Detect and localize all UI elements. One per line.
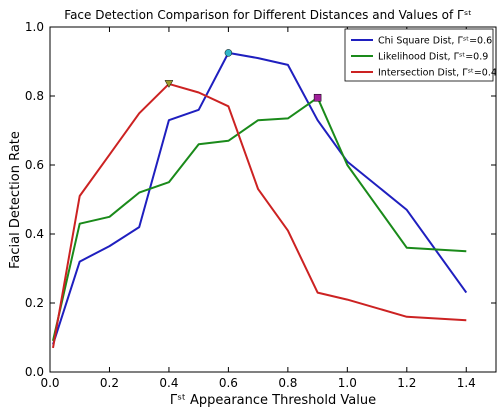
y-tick-label: 0.2 xyxy=(25,296,44,310)
y-axis-label: Facial Detection Rate xyxy=(8,131,23,269)
x-tick-label: 1.0 xyxy=(338,376,357,390)
x-tick-label: 0.4 xyxy=(159,376,178,390)
chart-title: Face Detection Comparison for Different … xyxy=(64,8,471,22)
peak-marker-1 xyxy=(224,49,233,57)
legend-label-1: Chi Square Dist, Γˢᵗ=0.6 xyxy=(378,36,492,47)
legend-label-2: Likelihood Dist, Γˢᵗ=0.9 xyxy=(378,52,488,63)
x-axis: 0.0 0.2 0.4 0.6 0.8 1.0 1.2 1.4 xyxy=(40,27,476,390)
legend-label-3: Intersection Dist, Γˢᵗ=0.4 xyxy=(378,68,497,79)
series-line-2 xyxy=(52,96,467,342)
series-line-3 xyxy=(52,82,467,349)
plot-area xyxy=(49,26,497,373)
peak-marker-2 xyxy=(313,93,322,102)
x-axis-label: Γˢᵗ Appearance Threshold Value xyxy=(170,393,376,408)
x-tick-label: 0.2 xyxy=(100,376,119,390)
y-axis: 0.0 0.2 0.4 0.6 0.8 1.0 xyxy=(25,20,496,379)
x-tick-label: 0.8 xyxy=(278,376,297,390)
x-tick-label: 1.4 xyxy=(457,376,476,390)
y-tick-label: 0.8 xyxy=(25,89,44,103)
y-tick-label: 0.4 xyxy=(25,227,44,241)
legend: Chi Square Dist, Γˢᵗ=0.6 Likelihood Dist,… xyxy=(344,28,497,82)
peak-marker-3 xyxy=(164,80,174,88)
y-tick-label: 0.6 xyxy=(25,158,44,172)
series-markers xyxy=(164,49,322,102)
x-tick-label: 0.0 xyxy=(40,376,59,390)
y-tick-label: 1.0 xyxy=(25,20,44,34)
y-tick-label: 0.0 xyxy=(25,365,44,379)
x-tick-label: 0.6 xyxy=(219,376,238,390)
x-tick-label: 1.2 xyxy=(397,376,416,390)
